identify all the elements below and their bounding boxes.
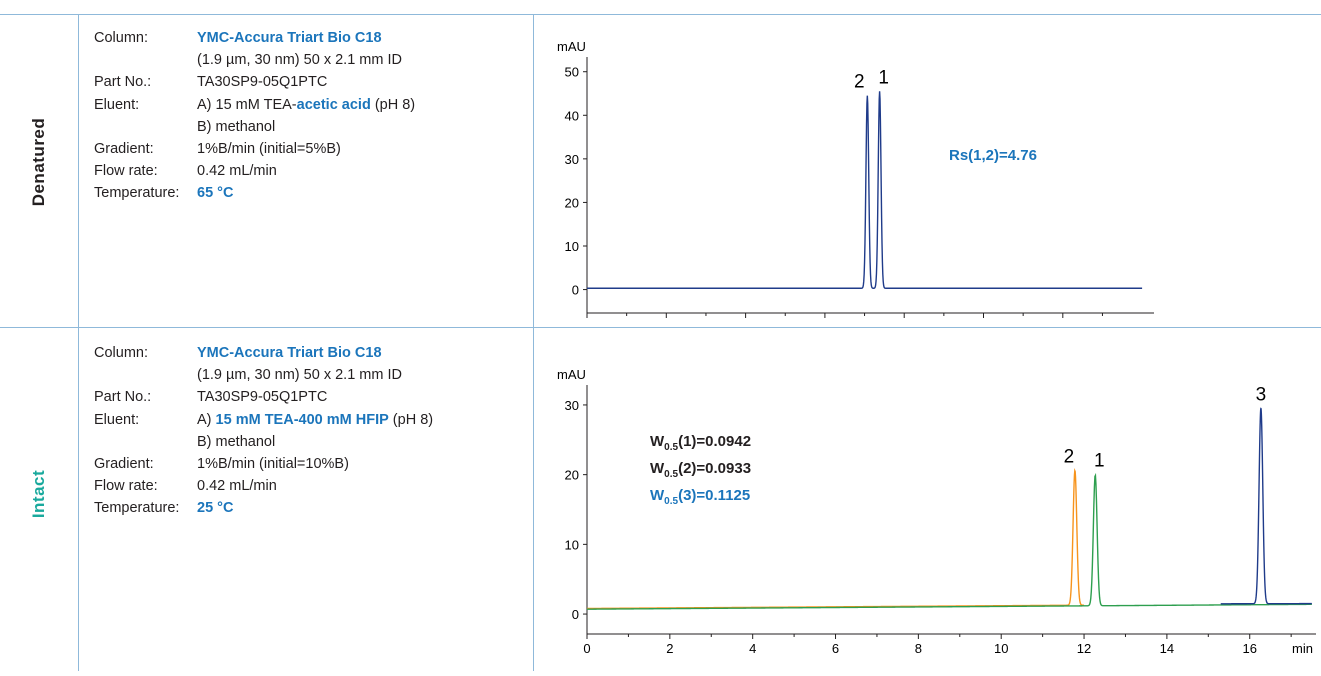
- y-tick-label: 20: [565, 195, 579, 210]
- x-tick-label: 6: [832, 641, 839, 656]
- width-annotation: W0.5(1)=0.0942: [650, 433, 751, 453]
- x-tick-label: 14: [1160, 641, 1174, 656]
- width-annotation: W0.5(3)=0.1125: [650, 487, 750, 507]
- condition-value: B) methanol: [197, 433, 276, 450]
- condition-key: Flow rate:: [94, 478, 158, 495]
- condition-value: TA30SP9-05Q1PTC: [197, 389, 328, 406]
- condition-value-part: A): [197, 411, 216, 428]
- y-tick-label: 10: [565, 239, 579, 254]
- condition-line: Gradient: 1%B/min (initial=10%B): [94, 453, 524, 475]
- condition-line: Column: YMC-Accura Triart Bio C18: [94, 342, 524, 364]
- condition-line: B) methanol: [94, 116, 524, 138]
- condition-line: Gradient: 1%B/min (initial=5%B): [94, 138, 524, 160]
- condition-key: Column:: [94, 345, 148, 361]
- x-tick-label: 16: [1242, 641, 1256, 656]
- condition-key: Gradient:: [94, 140, 154, 157]
- condition-line: Column: YMC-Accura Triart Bio C18: [94, 27, 524, 49]
- column-divider-2: [533, 14, 534, 671]
- condition-key: Flow rate:: [94, 163, 158, 180]
- x-tick-label: 2: [666, 641, 673, 656]
- peak-label: 1: [878, 67, 889, 88]
- condition-key: Eluent:: [94, 96, 140, 113]
- row-divider: [0, 327, 1321, 328]
- chromatogram-intact: 0 10 20 30 0 2 4 6 8 10 12 14 16 min mAU 2 1 3 W0.5(1)=0.0…: [540, 336, 1321, 676]
- condition-key: Part No.:: [94, 74, 152, 91]
- condition-value: 1%B/min (initial=5%B): [197, 140, 341, 157]
- condition-key: Gradient:: [94, 455, 154, 472]
- condition-value-part: A) 15 mM TEA-: [197, 96, 297, 113]
- condition-value: 1%B/min (initial=10%B): [197, 455, 349, 472]
- condition-value: 0.42 mL/min: [197, 163, 277, 180]
- x-tick-label: 8: [915, 641, 922, 656]
- y-tick-label: 50: [565, 65, 579, 80]
- condition-line: B) methanol: [94, 431, 524, 453]
- condition-line: Eluent: A) 15 mM TEA-400 mM HFIP (pH 8): [94, 409, 524, 431]
- condition-value: YMC-Accura Triart Bio C18: [197, 30, 382, 46]
- condition-value: A) 15 mM TEA-acetic acid (pH 8): [197, 94, 415, 116]
- x-axis-label: min: [1292, 641, 1313, 656]
- x-tick-label: 4: [749, 641, 756, 656]
- condition-value: (1.9 µm, 30 nm) 50 x 2.1 mm ID: [197, 367, 402, 384]
- condition-value: 65 °C: [197, 185, 234, 202]
- table-border-top: [0, 14, 1321, 15]
- y-tick-label: 30: [565, 152, 579, 167]
- chromatogram-denatured: 01020304050024681012minmAU21Rs(1,2)=4.76: [540, 24, 1190, 335]
- y-tick-label: 10: [565, 537, 579, 552]
- condition-value-part: (pH 8): [370, 96, 416, 113]
- y-tick-label: 0: [572, 607, 579, 622]
- conditions-intact: Column: YMC-Accura Triart Bio C18 (1.9 µm,…: [94, 342, 524, 632]
- condition-key: Temperature:: [94, 185, 180, 202]
- y-tick-label: 20: [565, 468, 579, 483]
- condition-value-part: 15 mM TEA-400 mM HFIP: [215, 411, 389, 428]
- condition-key: Temperature:: [94, 500, 180, 517]
- condition-line: Part No.: TA30SP9-05Q1PTC: [94, 71, 524, 93]
- x-tick-label: 0: [583, 641, 590, 656]
- condition-value: TA30SP9-05Q1PTC: [197, 74, 328, 91]
- condition-line: (1.9 µm, 30 nm) 50 x 2.1 mm ID: [94, 49, 524, 71]
- series-line: [1220, 407, 1312, 605]
- chart-denatured-svg: 01020304050024681012minmAU21Rs(1,2)=4.76: [557, 39, 1154, 335]
- condition-key: Column:: [94, 30, 148, 46]
- peak-label: 3: [1256, 384, 1267, 405]
- condition-value: (1.9 µm, 30 nm) 50 x 2.1 mm ID: [197, 52, 402, 69]
- conditions-denatured: Column: YMC-Accura Triart Bio C18 (1.9 µm,…: [94, 27, 524, 317]
- peak-label: 2: [1064, 446, 1075, 467]
- y-axis-label: mAU: [557, 367, 586, 382]
- condition-line: Eluent: A) 15 mM TEA-acetic acid (pH 8): [94, 94, 524, 116]
- y-tick-label: 40: [565, 108, 579, 123]
- condition-value: B) methanol: [197, 118, 276, 135]
- condition-value: YMC-Accura Triart Bio C18: [197, 345, 382, 361]
- condition-line: Flow rate: 0.42 mL/min: [94, 160, 524, 182]
- comparison-table: Denatured Column: YMC-Accura Triart Bio C…: [0, 14, 1321, 671]
- peak-label: 1: [1094, 451, 1105, 472]
- condition-line: Part No.: TA30SP9-05Q1PTC: [94, 386, 524, 408]
- condition-value-part: acetic acid: [296, 96, 371, 113]
- x-tick-label: 12: [1077, 641, 1091, 656]
- y-tick-label: 30: [565, 398, 579, 413]
- series-line: [587, 91, 1143, 289]
- condition-line: Temperature: 25 °C: [94, 497, 524, 519]
- condition-line: Flow rate: 0.42 mL/min: [94, 475, 524, 497]
- peak-label: 2: [854, 72, 865, 93]
- condition-key: Part No.:: [94, 389, 152, 406]
- condition-value: A) 15 mM TEA-400 mM HFIP (pH 8): [197, 409, 433, 431]
- width-annotation: W0.5(2)=0.0933: [650, 460, 751, 480]
- condition-value-part: (pH 8): [388, 411, 434, 428]
- x-tick-label: 10: [994, 641, 1008, 656]
- condition-value: 0.42 mL/min: [197, 478, 277, 495]
- row-label-denatured: Denatured: [29, 117, 48, 207]
- condition-line: (1.9 µm, 30 nm) 50 x 2.1 mm ID: [94, 364, 524, 386]
- y-axis-label: mAU: [557, 39, 586, 54]
- row-label-intact: Intact: [29, 469, 48, 519]
- series-line: [587, 472, 1312, 610]
- condition-line: Temperature: 65 °C: [94, 182, 524, 204]
- resolution-annotation: Rs(1,2)=4.76: [949, 147, 1037, 164]
- condition-key: Eluent:: [94, 411, 140, 428]
- condition-value: 25 °C: [197, 500, 234, 517]
- column-divider-1: [78, 14, 79, 671]
- y-tick-label: 0: [572, 283, 579, 298]
